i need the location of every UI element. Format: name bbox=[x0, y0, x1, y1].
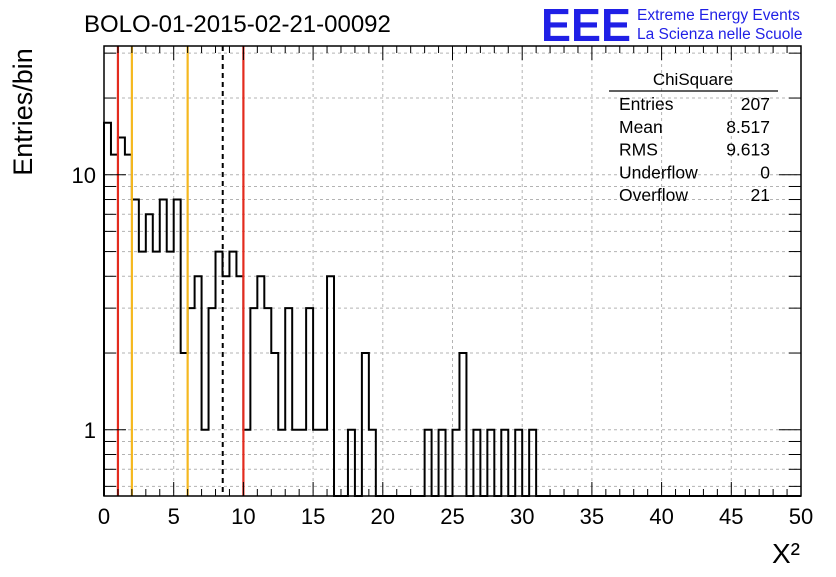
histogram-bin bbox=[425, 430, 432, 496]
histogram-bin bbox=[453, 430, 460, 496]
histogram-bin bbox=[369, 430, 376, 496]
histogram-bin bbox=[362, 353, 369, 496]
stats-row-label: RMS bbox=[619, 140, 658, 160]
stats-rows: Entries 207 Mean 8.517 RMS 9.613 Underflow 0 Ove… bbox=[619, 94, 770, 205]
stats-row-value: 8.517 bbox=[726, 117, 770, 137]
histogram-bin bbox=[160, 200, 167, 496]
x-tick-label: 5 bbox=[168, 504, 180, 529]
stats-row-value: 0 bbox=[760, 162, 770, 182]
x-tick-label: 30 bbox=[510, 504, 534, 529]
x-tick-label: 50 bbox=[789, 504, 813, 529]
histogram-bin bbox=[285, 308, 292, 496]
histogram-bin bbox=[306, 308, 313, 496]
histogram-bin bbox=[216, 252, 223, 496]
stats-row-value: 21 bbox=[751, 185, 770, 205]
stats-row-label: Mean bbox=[619, 117, 663, 137]
stats-row-value: 207 bbox=[741, 94, 770, 114]
x-tick-label: 25 bbox=[440, 504, 464, 529]
stats-title: ChiSquare bbox=[653, 70, 733, 89]
histogram-bin bbox=[501, 430, 508, 496]
histogram-bin bbox=[229, 252, 236, 496]
x-axis-label: X² bbox=[772, 538, 800, 569]
x-tick-label: 0 bbox=[98, 504, 110, 529]
x-tick-label: 35 bbox=[580, 504, 604, 529]
histogram-bin bbox=[348, 430, 355, 496]
histogram-bin bbox=[487, 430, 494, 496]
eee-logo-line1: Extreme Energy Events bbox=[637, 7, 800, 24]
histogram-bin bbox=[174, 200, 181, 496]
histogram-bin bbox=[202, 430, 209, 496]
x-tick-label: 15 bbox=[301, 504, 325, 529]
stats-row-label: Underflow bbox=[619, 162, 698, 182]
histogram-bin bbox=[153, 252, 160, 496]
histogram-bin bbox=[257, 276, 264, 496]
y-tick-label: 1 bbox=[84, 418, 96, 443]
reference-lines bbox=[116, 46, 245, 496]
histogram-bin bbox=[278, 430, 285, 496]
eee-logo-line2: La Scienza nelle Scuole bbox=[637, 26, 802, 43]
histogram-bin bbox=[271, 353, 278, 496]
histogram-bin bbox=[473, 430, 480, 496]
histogram-bin bbox=[264, 308, 271, 496]
histogram-bin bbox=[459, 353, 466, 496]
histogram-bin bbox=[139, 252, 146, 496]
histogram-bin bbox=[167, 252, 174, 496]
histogram-bin bbox=[439, 430, 446, 496]
histogram-bin bbox=[327, 276, 334, 496]
histogram-bin bbox=[250, 308, 257, 496]
stats-box: ChiSquare Entries 207 Mean 8.517 RMS 9.613 Und… bbox=[609, 70, 778, 205]
axis-ticks: 0 5 10 15 20 25 30 35 40 45 50 1 10 bbox=[72, 46, 813, 529]
histogram-bin bbox=[104, 123, 111, 496]
x-tick-label: 40 bbox=[649, 504, 673, 529]
x-tick-label: 20 bbox=[371, 504, 395, 529]
eee-logo-mark: EEE bbox=[541, 0, 631, 51]
histogram-bin bbox=[146, 214, 153, 496]
histogram-bin bbox=[292, 430, 299, 496]
y-axis-label: Entries/bin bbox=[8, 48, 38, 176]
histogram-bin bbox=[299, 430, 306, 496]
histogram-bin bbox=[313, 430, 320, 496]
stats-row-label: Entries bbox=[619, 94, 674, 114]
x-tick-label: 10 bbox=[231, 504, 255, 529]
stats-row-label: Overflow bbox=[619, 185, 688, 205]
histogram-bin bbox=[320, 430, 327, 496]
stats-row-value: 9.613 bbox=[726, 140, 770, 160]
y-tick-label: 10 bbox=[72, 163, 96, 188]
x-tick-label: 45 bbox=[719, 504, 743, 529]
histogram-bin bbox=[195, 276, 202, 496]
chart-title: BOLO-01-2015-02-21-00092 bbox=[84, 11, 391, 38]
eee-logo: EEE Extreme Energy Events La Scienza nel… bbox=[541, 0, 802, 51]
histogram-bin bbox=[529, 430, 536, 496]
histogram-bin bbox=[209, 308, 216, 496]
histogram-bin bbox=[515, 430, 522, 496]
